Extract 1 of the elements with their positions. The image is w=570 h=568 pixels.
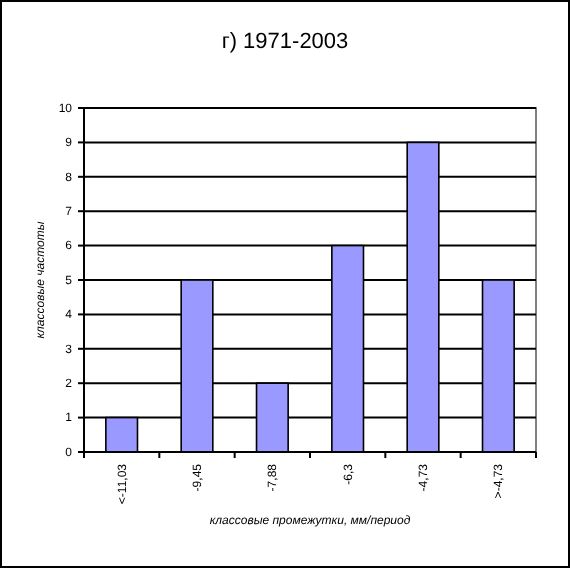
- chart-title: г) 1971-2003: [221, 30, 349, 54]
